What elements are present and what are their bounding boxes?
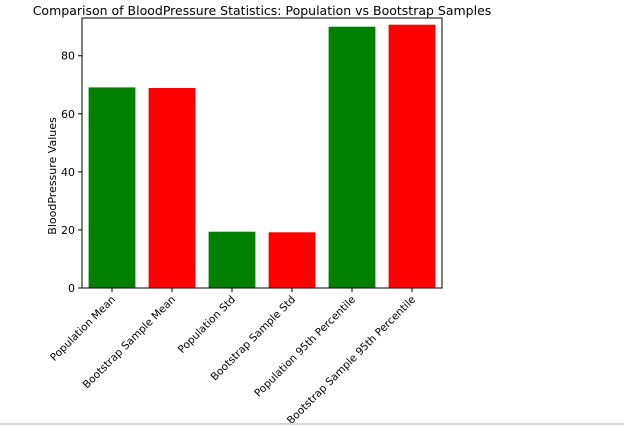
y-tick-label-1: 20	[61, 224, 75, 237]
plot-frame	[81, 17, 443, 289]
y-tick-label-2: 40	[61, 166, 75, 179]
x-tick-label-2: Population Std	[176, 294, 238, 356]
y-tick-label-0: 0	[68, 282, 75, 295]
y-tick-label-4: 80	[61, 50, 75, 63]
y-ticks-group: 0 20 40 60 80	[61, 50, 82, 295]
y-tick-label-3: 60	[61, 108, 75, 121]
bars-group	[88, 24, 436, 289]
bar-5	[388, 24, 436, 288]
x-tick-label-5: Bootstrap Sample 95th Percentile	[285, 294, 418, 427]
bar-4	[328, 26, 376, 288]
chart-title: Comparison of BloodPressure Statistics: …	[33, 3, 492, 18]
bar-3	[268, 232, 316, 288]
bar-0	[88, 87, 136, 289]
y-axis-label: BloodPressure Values	[46, 117, 59, 235]
bottom-divider	[0, 423, 624, 425]
bar-1	[148, 88, 196, 288]
x-tick-label-0: Population Mean	[48, 294, 118, 364]
x-tick-label-4: Population 95th Percentile	[252, 294, 358, 400]
bar-2	[208, 231, 256, 288]
